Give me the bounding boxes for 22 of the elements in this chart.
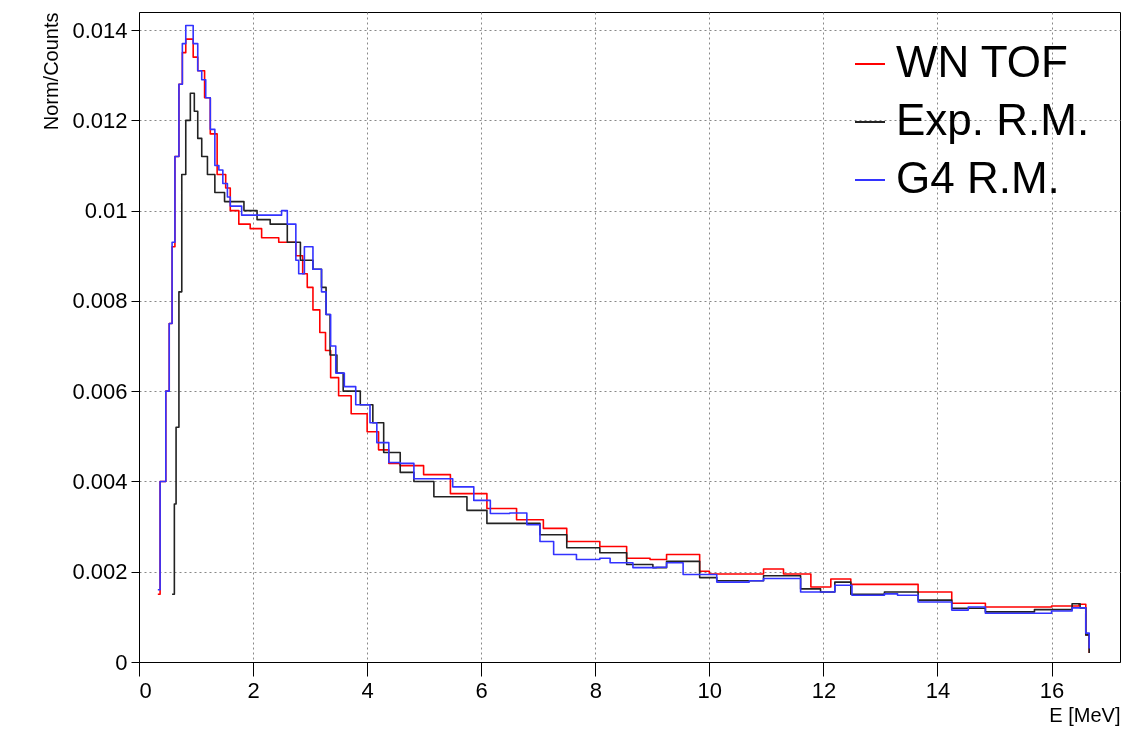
x-tick-label: 0 bbox=[139, 677, 152, 703]
x-tick-label: 16 bbox=[1039, 677, 1065, 703]
legend-label: G4 R.M. bbox=[896, 153, 1060, 202]
y-tick-label: 0 bbox=[115, 649, 128, 675]
y-tick-label: 0.014 bbox=[72, 17, 128, 43]
y-tick-label: 0.012 bbox=[72, 107, 128, 133]
legend-label: Exp. R.M. bbox=[896, 95, 1090, 144]
y-axis-title: Norm/Counts bbox=[40, 12, 63, 131]
x-tick-label: 8 bbox=[589, 677, 602, 703]
x-tick-label: 6 bbox=[475, 677, 488, 703]
y-tick-label: 0.01 bbox=[84, 198, 128, 224]
x-tick-label: 14 bbox=[925, 677, 951, 703]
x-tick-label: 4 bbox=[361, 677, 374, 703]
y-tick-label: 0.002 bbox=[72, 559, 128, 585]
y-tick-label: 0.008 bbox=[72, 288, 128, 314]
y-tick-label: 0.006 bbox=[72, 378, 128, 404]
y-tick-label: 0.004 bbox=[72, 468, 128, 494]
legend-label: WN TOF bbox=[896, 37, 1068, 86]
x-tick-label: 2 bbox=[247, 677, 260, 703]
x-tick-label: 12 bbox=[811, 677, 837, 703]
x-axis-title: E [MeV] bbox=[1049, 703, 1121, 726]
x-tick-label: 10 bbox=[697, 677, 723, 703]
